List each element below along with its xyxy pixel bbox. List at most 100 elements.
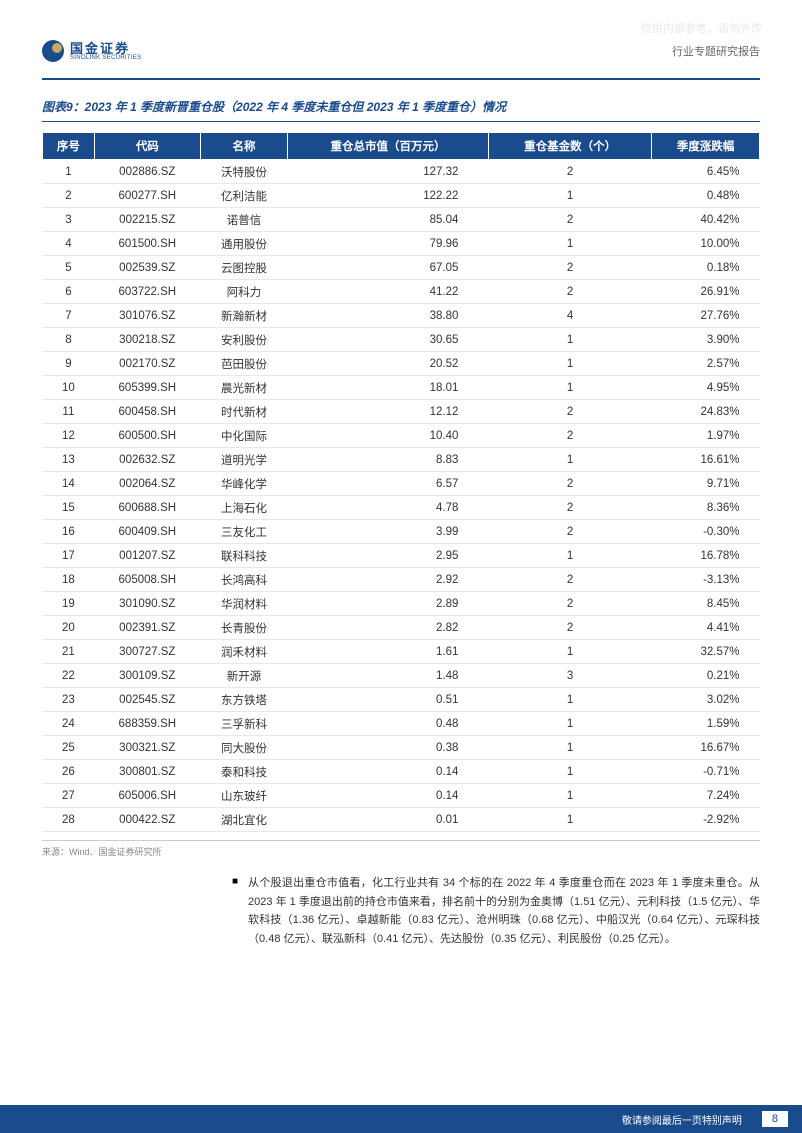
- table-cell: 22: [43, 664, 95, 688]
- table-row: 9002170.SZ芭田股份20.5212.57%: [43, 352, 760, 376]
- table-row: 11600458.SH时代新材12.12224.83%: [43, 400, 760, 424]
- watermark: 仅供内部参考，请勿外传: [641, 20, 762, 36]
- table-cell: 12.12: [288, 400, 489, 424]
- table-cell: 002170.SZ: [94, 352, 200, 376]
- table-cell: 6.57: [288, 472, 489, 496]
- table-cell: 24: [43, 712, 95, 736]
- table-cell: 27.76%: [652, 304, 760, 328]
- table-cell: 亿利洁能: [200, 184, 287, 208]
- table-cell: 9.71%: [652, 472, 760, 496]
- table-column-header: 序号: [43, 133, 95, 160]
- table-cell: 002539.SZ: [94, 256, 200, 280]
- table-column-header: 重仓总市值（百万元）: [288, 133, 489, 160]
- footer-text: 敬请参阅最后一页特别声明: [622, 1112, 742, 1127]
- table-cell: 7: [43, 304, 95, 328]
- table-row: 20002391.SZ长青股份2.8224.41%: [43, 616, 760, 640]
- table-cell: 4.95%: [652, 376, 760, 400]
- table-cell: 2: [488, 616, 651, 640]
- table-row: 27605006.SH山东玻纤0.1417.24%: [43, 784, 760, 808]
- table-cell: 28: [43, 808, 95, 832]
- table-cell: 300109.SZ: [94, 664, 200, 688]
- table-cell: 3: [488, 664, 651, 688]
- table-cell: 24.83%: [652, 400, 760, 424]
- table-cell: -3.13%: [652, 568, 760, 592]
- table-cell: 2: [488, 424, 651, 448]
- table-cell: -0.71%: [652, 760, 760, 784]
- table-cell: 长鸿高科: [200, 568, 287, 592]
- table-cell: 605008.SH: [94, 568, 200, 592]
- table-cell: 21: [43, 640, 95, 664]
- table-cell: 1: [488, 712, 651, 736]
- table-cell: 002064.SZ: [94, 472, 200, 496]
- table-cell: 1: [488, 784, 651, 808]
- bullet-icon: ■: [232, 876, 238, 949]
- table-cell: 300218.SZ: [94, 328, 200, 352]
- table-cell: 1: [488, 544, 651, 568]
- table-cell: 26.91%: [652, 280, 760, 304]
- table-row: 3002215.SZ诺普信85.04240.42%: [43, 208, 760, 232]
- table-cell: 1: [488, 640, 651, 664]
- table-cell: 8.45%: [652, 592, 760, 616]
- table-cell: 32.57%: [652, 640, 760, 664]
- table-cell: 泰和科技: [200, 760, 287, 784]
- table-row: 28000422.SZ湖北宜化0.011-2.92%: [43, 808, 760, 832]
- table-cell: 10.40: [288, 424, 489, 448]
- table-row: 16600409.SH三友化工3.992-0.30%: [43, 520, 760, 544]
- table-row: 18605008.SH长鸿高科2.922-3.13%: [43, 568, 760, 592]
- table-cell: 600500.SH: [94, 424, 200, 448]
- table-row: 7301076.SZ新瀚新材38.80427.76%: [43, 304, 760, 328]
- table-row: 1002886.SZ沃特股份127.3226.45%: [43, 160, 760, 184]
- table-cell: 东方铁塔: [200, 688, 287, 712]
- table-cell: 14: [43, 472, 95, 496]
- table-cell: 2: [488, 256, 651, 280]
- table-cell: 122.22: [288, 184, 489, 208]
- table-cell: 5: [43, 256, 95, 280]
- table-cell: 三孚新科: [200, 712, 287, 736]
- logo-text: 国金证券 SINOLINK SECURITIES: [70, 42, 141, 61]
- table-cell: 10.00%: [652, 232, 760, 256]
- table-cell: 0.18%: [652, 256, 760, 280]
- table-cell: 27: [43, 784, 95, 808]
- table-row: 19301090.SZ华润材料2.8928.45%: [43, 592, 760, 616]
- table-cell: 16: [43, 520, 95, 544]
- table-cell: 002215.SZ: [94, 208, 200, 232]
- table-cell: 300801.SZ: [94, 760, 200, 784]
- table-cell: 8: [43, 328, 95, 352]
- table-cell: 云图控股: [200, 256, 287, 280]
- table-cell: 002886.SZ: [94, 160, 200, 184]
- table-cell: 2.92: [288, 568, 489, 592]
- table-cell: 67.05: [288, 256, 489, 280]
- table-cell: 3: [43, 208, 95, 232]
- table-cell: 芭田股份: [200, 352, 287, 376]
- table-cell: 8.83: [288, 448, 489, 472]
- table-cell: 2: [488, 496, 651, 520]
- table-cell: 2.95: [288, 544, 489, 568]
- chart-title: 图表9：2023 年 1 季度新晋重仓股（2022 年 4 季度未重仓但 202…: [42, 98, 760, 122]
- table-cell: 时代新材: [200, 400, 287, 424]
- logo-block: 国金证券 SINOLINK SECURITIES: [42, 40, 141, 62]
- table-cell: 6.45%: [652, 160, 760, 184]
- table-row: 10605399.SH晨光新材18.0114.95%: [43, 376, 760, 400]
- table-cell: 300727.SZ: [94, 640, 200, 664]
- table-cell: 688359.SH: [94, 712, 200, 736]
- table-cell: 8.36%: [652, 496, 760, 520]
- table-cell: 通用股份: [200, 232, 287, 256]
- table-cell: 山东玻纤: [200, 784, 287, 808]
- table-cell: 1: [488, 688, 651, 712]
- table-cell: 2.82: [288, 616, 489, 640]
- table-cell: 晨光新材: [200, 376, 287, 400]
- table-row: 15600688.SH上海石化4.7828.36%: [43, 496, 760, 520]
- table-cell: 同大股份: [200, 736, 287, 760]
- table-cell: 41.22: [288, 280, 489, 304]
- table-cell: 38.80: [288, 304, 489, 328]
- table-cell: 79.96: [288, 232, 489, 256]
- table-cell: 1.97%: [652, 424, 760, 448]
- table-cell: 新瀚新材: [200, 304, 287, 328]
- table-row: 14002064.SZ华峰化学6.5729.71%: [43, 472, 760, 496]
- table-cell: 600409.SH: [94, 520, 200, 544]
- data-table: 序号代码名称重仓总市值（百万元）重仓基金数（个）季度涨跌幅 1002886.SZ…: [42, 132, 760, 832]
- table-cell: 002545.SZ: [94, 688, 200, 712]
- note-block: ■ 从个股退出重仓市值看，化工行业共有 34 个标的在 2022 年 4 季度重…: [42, 874, 760, 949]
- table-cell: 沃特股份: [200, 160, 287, 184]
- table-cell: 2.57%: [652, 352, 760, 376]
